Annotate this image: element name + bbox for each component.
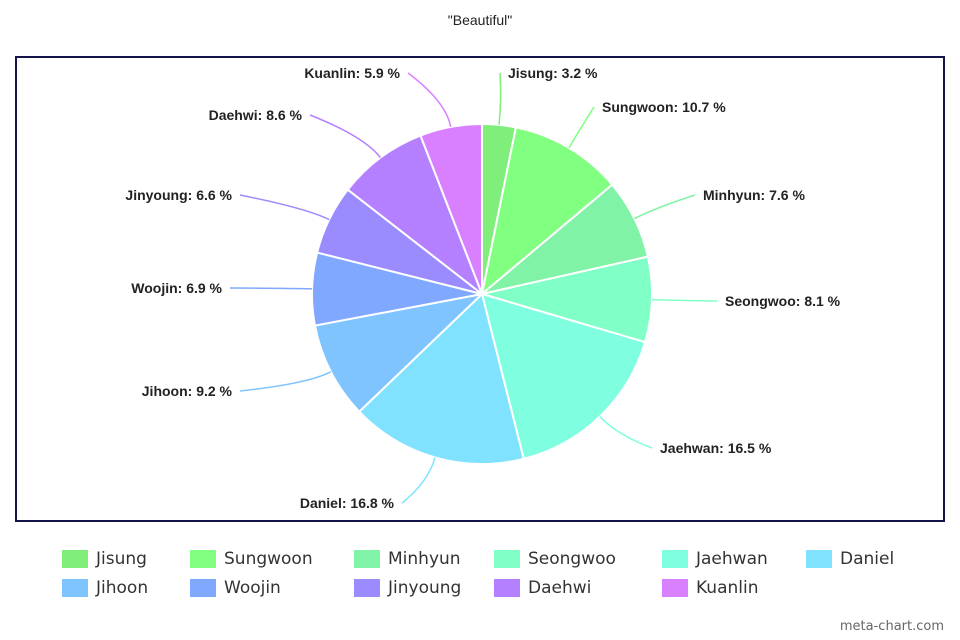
legend-label: Jaehwan [696,549,768,569]
pie-slice-kuanlin[interactable] [419,122,483,295]
pie-chart: Jisung: 3.2 % Sungwoon: 10.7 % Minhyun: 7.… [125,65,841,511]
legend-label: Jisung [96,549,147,569]
slice-label-jaehwan: Jaehwan: 16.5 % [660,440,772,456]
legend-item-daniel[interactable]: Daniel [806,548,894,570]
legend-item-kuanlin[interactable]: Kuanlin [662,577,759,599]
pie-slice-jaehwan[interactable] [480,292,647,461]
slice-label-jinyoung: Jinyoung: 6.6 % [125,187,232,203]
legend-item-seongwoo[interactable]: Seongwoo [494,548,616,570]
leader-line-seongwoo [651,298,718,302]
slice-label-daniel: Daniel: 16.8 % [300,495,395,511]
pie-slice-daniel[interactable] [357,292,525,465]
legend-label: Sungwoon [224,549,313,569]
leader-line-sungwoon [568,106,595,149]
legend-label: Woojin [224,578,281,598]
legend-swatch [662,550,688,568]
legend-item-woojin[interactable]: Woojin [190,577,281,599]
pie-slice-sungwoon[interactable] [480,126,614,297]
legend-item-jaehwan[interactable]: Jaehwan [662,548,768,570]
legend-swatch [190,579,216,597]
legend-swatch [494,579,520,597]
legend-label: Daniel [840,549,895,569]
slice-label-sungwoon: Sungwoon: 10.7 % [602,99,726,115]
legend-item-sungwoon[interactable]: Sungwoon [190,548,313,570]
legend-item-jihoon[interactable]: Jihoon [62,577,148,599]
leader-line-minhyun [634,194,696,220]
leader-line-daehwi [309,114,382,159]
legend-swatch [62,579,88,597]
legend-label: Minhyun [388,549,461,569]
slice-label-woojin: Woojin: 6.9 % [131,280,222,296]
legend-label: Kuanlin [696,578,759,598]
slice-label-minhyun: Minhyun: 7.6 % [703,187,805,203]
leader-line-jihoon [239,371,332,392]
legend-label: Seongwoo [528,549,616,569]
slice-label-kuanlin: Kuanlin: 5.9 % [304,65,400,81]
leader-line-jisung [498,72,502,125]
legend-swatch [354,579,380,597]
slice-label-jihoon: Jihoon: 9.2 % [142,383,233,399]
leader-line-jaehwan [599,416,653,449]
legend-label: Jinyoung [388,578,462,598]
leader-line-woojin [229,287,313,290]
legend-item-minhyun[interactable]: Minhyun [354,548,461,570]
legend-swatch [190,550,216,568]
chart-title: "Beautiful" [447,12,513,28]
legend-item-daehwi[interactable]: Daehwi [494,577,591,599]
legend-item-jisung[interactable]: Jisung [62,548,147,570]
legend-swatch [806,550,832,568]
slice-label-jisung: Jisung: 3.2 % [508,65,598,81]
leader-line-kuanlin [407,72,452,128]
slice-label-daehwi: Daehwi: 8.6 % [209,107,303,123]
legend-swatch [62,550,88,568]
watermark: meta-chart.com [839,619,944,634]
leader-line-daniel [401,457,436,504]
leader-line-jinyoung [239,194,330,221]
legend-item-jinyoung[interactable]: Jinyoung [354,577,461,599]
legend-label: Daehwi [528,578,592,598]
plot-area: Jisung: 3.2 % Sungwoon: 10.7 % Minhyun: 7.… [15,56,945,522]
legend-swatch [494,550,520,568]
legend-label: Jihoon [96,578,149,598]
slice-label-seongwoo: Seongwoo: 8.1 % [725,293,841,309]
pie-slice-daehwi[interactable] [346,134,485,298]
legend-swatch [354,550,380,568]
legend-swatch [662,579,688,597]
